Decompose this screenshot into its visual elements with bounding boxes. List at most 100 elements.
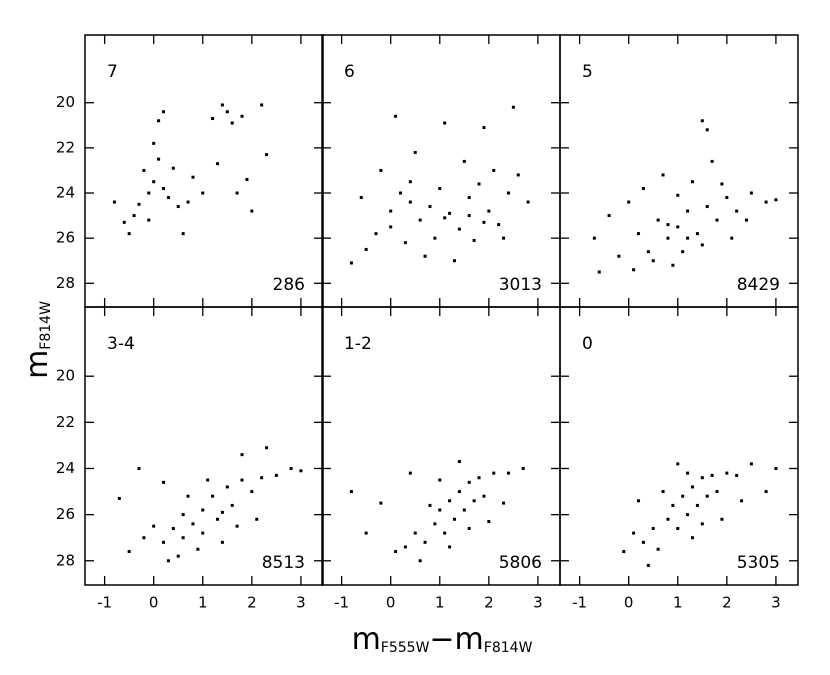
point: [735, 209, 739, 213]
point: [374, 232, 378, 236]
point: [112, 200, 116, 204]
point: [720, 517, 724, 521]
point: [467, 480, 471, 484]
x-label-main: m: [352, 622, 381, 657]
point: [710, 159, 714, 163]
point: [137, 202, 141, 206]
point: [289, 466, 293, 470]
x-tick-label: 0: [624, 594, 634, 612]
x-tick-label: 3: [296, 594, 306, 612]
y-tick-label: 24: [56, 184, 75, 202]
point: [632, 531, 636, 535]
point: [157, 119, 161, 123]
point: [443, 216, 447, 220]
point: [186, 200, 190, 204]
point: [710, 473, 714, 477]
panel-label: 0: [582, 334, 593, 354]
point: [225, 110, 229, 114]
x-tick-label: 3: [533, 594, 543, 612]
point: [265, 153, 269, 157]
point: [681, 494, 685, 498]
point: [176, 554, 180, 558]
point: [250, 209, 254, 213]
point: [705, 205, 709, 209]
point: [364, 531, 368, 535]
point: [196, 547, 200, 551]
point: [764, 200, 768, 204]
panel-frame: [559, 306, 799, 586]
point: [641, 540, 645, 544]
point: [443, 531, 447, 535]
point: [690, 536, 694, 540]
point: [690, 485, 694, 489]
point: [433, 236, 437, 240]
point: [240, 453, 244, 457]
point: [482, 494, 486, 498]
point: [157, 157, 161, 161]
point: [220, 103, 224, 107]
panel-label: 1-2: [344, 334, 372, 354]
point: [433, 522, 437, 526]
x-tick-label: 2: [722, 594, 732, 612]
point: [181, 513, 185, 517]
point: [725, 471, 729, 475]
x-label-main: −m: [429, 622, 483, 657]
point: [637, 232, 641, 236]
x-tick-label: 1: [198, 594, 208, 612]
point: [632, 268, 636, 272]
point: [206, 478, 210, 482]
point: [516, 173, 520, 177]
y-label-sub: F814W: [38, 301, 54, 350]
point: [686, 209, 690, 213]
x-axis-label: mF555W−mF814W: [352, 622, 533, 657]
y-tick-label: 20: [56, 93, 75, 111]
point: [506, 471, 510, 475]
point: [487, 520, 491, 524]
point: [467, 526, 471, 530]
point: [240, 114, 244, 118]
point: [147, 218, 151, 222]
panel-frame: [321, 34, 561, 308]
y-axis-label: mF814W: [20, 301, 55, 379]
x-tick-label: -1: [572, 594, 587, 612]
point: [260, 476, 264, 480]
point: [452, 517, 456, 521]
panel-label: 5: [582, 62, 593, 82]
panel-frame: [84, 34, 324, 308]
point: [676, 225, 680, 229]
point: [152, 524, 156, 528]
x-tick-label: 2: [484, 594, 494, 612]
point: [705, 128, 709, 132]
x-tick-label: 3: [771, 594, 781, 612]
point: [452, 259, 456, 263]
x-label-sub: F814W: [484, 640, 533, 656]
y-tick-label: 24: [56, 459, 75, 477]
point: [413, 531, 417, 535]
point: [379, 168, 383, 172]
point: [735, 473, 739, 477]
x-tick-label: 0: [149, 594, 159, 612]
point: [462, 159, 466, 163]
point: [646, 563, 650, 567]
point: [676, 526, 680, 530]
point: [686, 471, 690, 475]
point: [443, 121, 447, 125]
point: [191, 175, 195, 179]
point: [394, 114, 398, 118]
point: [117, 496, 121, 500]
point: [715, 490, 719, 494]
point: [592, 236, 596, 240]
point: [359, 196, 363, 200]
x-tick-label: 0: [386, 594, 396, 612]
point: [211, 117, 215, 121]
point: [497, 223, 501, 227]
point: [715, 218, 719, 222]
point: [656, 218, 660, 222]
point: [695, 503, 699, 507]
point: [132, 214, 136, 218]
point: [162, 480, 166, 484]
point: [646, 250, 650, 254]
point: [597, 270, 601, 274]
y-tick-label: 28: [56, 551, 75, 569]
point: [142, 168, 146, 172]
